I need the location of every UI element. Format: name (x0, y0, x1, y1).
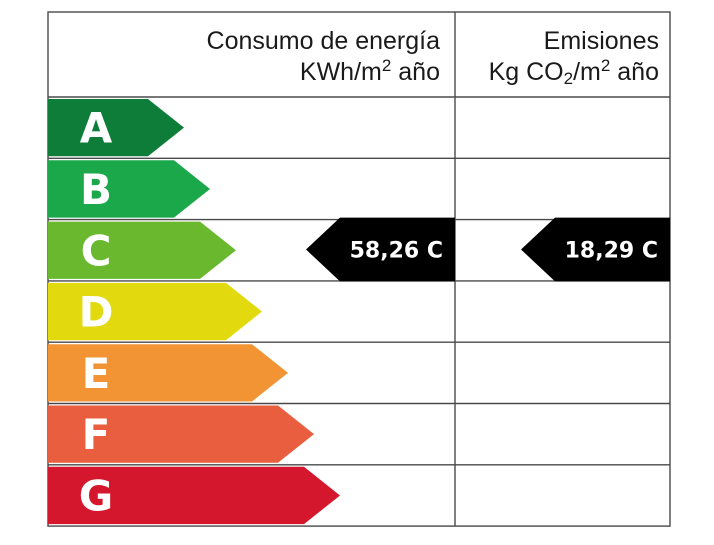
marker-arrow (306, 217, 455, 282)
class-arrow (48, 405, 314, 463)
class-letter: E (82, 349, 111, 398)
class-c-bar: C (48, 221, 236, 279)
class-arrow (48, 466, 340, 525)
class-letter: F (82, 410, 111, 459)
class-e-bar: E (48, 344, 288, 402)
emissions-rating-marker: 18,29 C (521, 217, 670, 282)
emissions-header-title: Emisiones (543, 27, 659, 55)
class-d-bar: D (48, 282, 262, 341)
class-arrow (48, 221, 236, 279)
marker-value: 18,29 C (565, 239, 658, 264)
class-letter: B (80, 165, 112, 214)
class-g-bar: G (48, 466, 340, 525)
class-f-bar: F (48, 405, 314, 463)
energy-header-unit: KWh/m2 año (299, 56, 440, 86)
class-arrow (48, 282, 262, 341)
class-letter: G (79, 471, 113, 520)
class-arrow (48, 160, 210, 218)
class-letter: D (79, 288, 114, 337)
emissions-header-unit: Kg CO2/m2 año (488, 56, 659, 88)
rating-markers: 58,26 C 18,29 C (306, 217, 670, 282)
class-letter: A (80, 104, 113, 153)
energy-column-header: Consumo de energía KWh/m2 año (60, 26, 440, 88)
energy-rating-marker: 58,26 C (306, 217, 455, 282)
marker-arrow (521, 217, 670, 282)
class-letter: C (81, 226, 112, 275)
marker-value: 58,26 C (350, 239, 443, 264)
class-b-bar: B (48, 160, 210, 218)
class-a-bar: A (48, 99, 184, 157)
emissions-column-header: Emisiones Kg CO2/m2 año (449, 26, 659, 88)
energy-header-title: Consumo de energía (206, 27, 440, 55)
label-grid (47, 11, 671, 527)
class-arrow (48, 344, 288, 402)
class-arrow (48, 99, 184, 157)
